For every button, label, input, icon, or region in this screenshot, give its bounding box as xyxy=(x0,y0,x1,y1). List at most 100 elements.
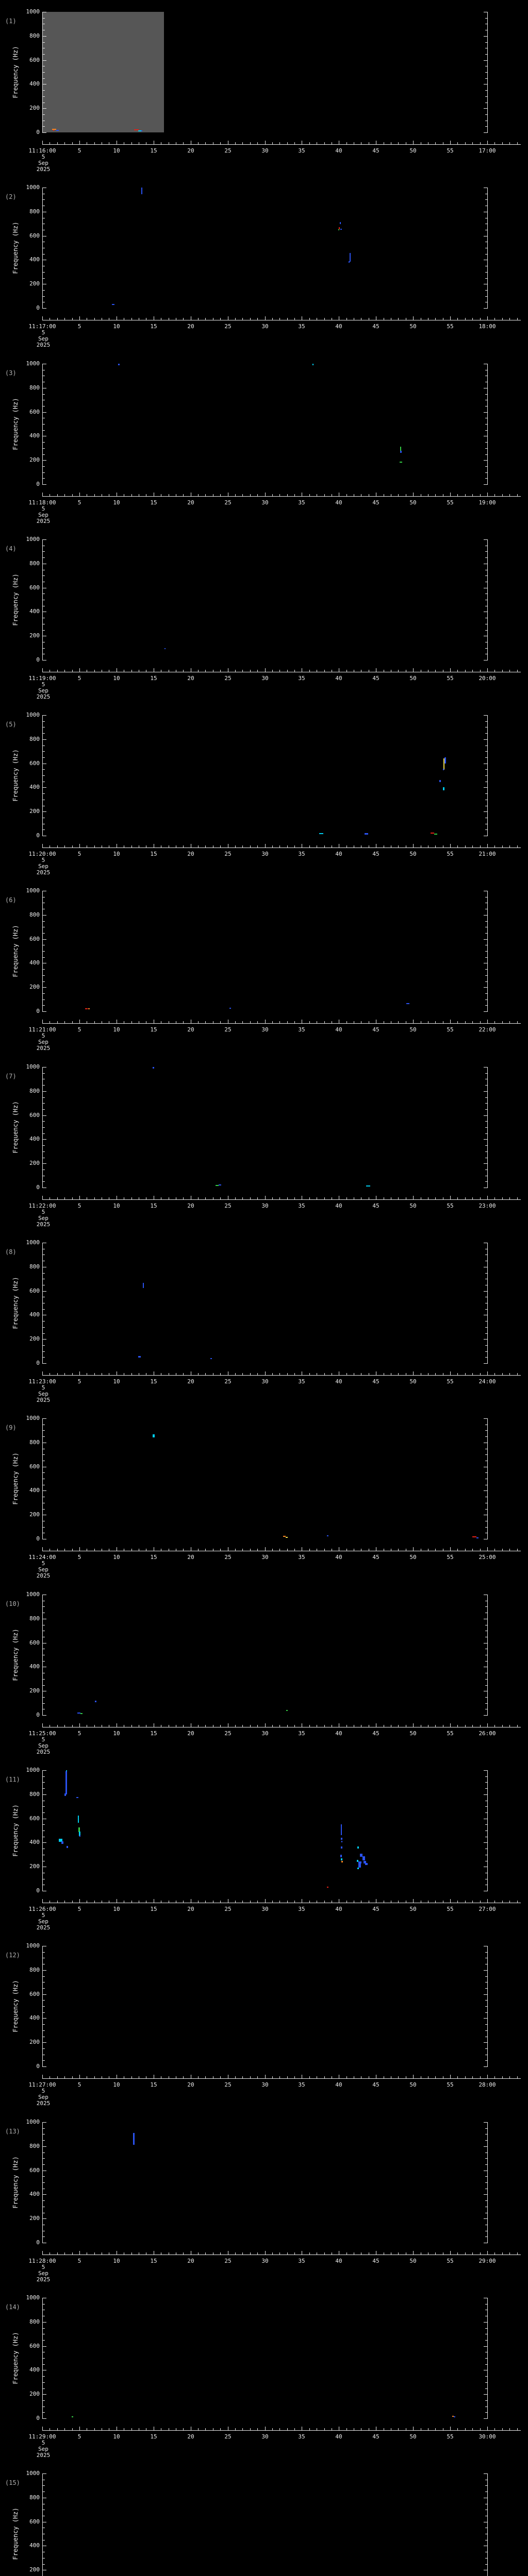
x-tick xyxy=(235,142,236,144)
y-tick xyxy=(43,1776,45,1777)
y-tick xyxy=(43,2322,46,2323)
y-tick xyxy=(43,2018,46,2019)
date-label: 2025 xyxy=(36,1749,51,1755)
x-tick xyxy=(509,318,510,320)
y-tick xyxy=(484,2473,487,2474)
x-tick xyxy=(94,2428,95,2430)
x-tick xyxy=(220,1021,221,1023)
y-tick-label: 400 xyxy=(29,2014,40,2021)
x-tick-label: 50 xyxy=(409,1554,417,1561)
y-tick xyxy=(43,1976,45,1977)
x-tick xyxy=(494,1725,495,1727)
y-tick-label: 600 xyxy=(29,409,40,415)
x-tick xyxy=(257,845,258,848)
x-tick-label: 20 xyxy=(187,1202,194,1209)
x-tick-label: 10 xyxy=(113,851,120,857)
y-tick xyxy=(43,466,45,467)
y-tick xyxy=(43,2218,46,2219)
y-tick xyxy=(485,999,487,1000)
x-tick xyxy=(294,2252,295,2255)
x-tick-label: 40 xyxy=(335,2258,342,2264)
x-tick-label: 10 xyxy=(113,2258,120,2264)
y-tick xyxy=(43,90,45,91)
x-tick xyxy=(235,670,236,672)
y-tick xyxy=(484,1091,487,1092)
y-tick xyxy=(484,36,487,37)
spectral-feature xyxy=(85,1008,88,1010)
x-axis-start-time-label: 11:19:00 xyxy=(28,675,56,682)
x-tick xyxy=(472,2076,473,2078)
y-tick-label: 0 xyxy=(36,1008,40,1014)
x-tick-label: 25 xyxy=(224,499,232,506)
x-tick xyxy=(272,845,273,848)
x-tick xyxy=(72,1725,73,1727)
y-axis-label: Frequency (Hz) xyxy=(12,2156,19,2209)
x-tick xyxy=(220,318,221,320)
y-tick xyxy=(43,1770,46,1771)
y-tick xyxy=(485,1703,487,1704)
y-tick-label: 600 xyxy=(29,2518,40,2525)
x-tick xyxy=(72,1549,73,1551)
x-tick xyxy=(287,2252,288,2255)
x-axis-start-time-label: 11:16:00 xyxy=(28,147,56,154)
y-tick-label: 200 xyxy=(29,2566,40,2573)
x-tick-label: 25 xyxy=(224,1730,232,1737)
y-tick xyxy=(485,1661,487,1662)
panel-index-label: (10) xyxy=(5,1600,20,1607)
y-tick xyxy=(485,2176,487,2177)
y-tick xyxy=(43,1011,46,1012)
x-tick-label: 35 xyxy=(298,2258,305,2264)
panel-index-label: (3) xyxy=(5,369,16,377)
x-tick-label: 55 xyxy=(447,675,454,682)
y-tick xyxy=(43,2006,45,2007)
y-tick xyxy=(43,1339,46,1340)
x-tick xyxy=(457,142,458,144)
x-tick xyxy=(346,2428,347,2430)
y-tick xyxy=(485,1103,487,1104)
x-tick xyxy=(205,1197,206,1199)
x-tick xyxy=(42,1020,43,1023)
x-axis-start-time-label: 11:20:00 xyxy=(28,851,56,857)
spectrogram-panel: (3) Frequency (Hz) 0 200 400 600 800 1000 5 10 15 2… xyxy=(0,352,528,528)
y-axis xyxy=(42,1243,43,1364)
x-tick xyxy=(250,318,251,320)
y-tick xyxy=(43,1824,45,1825)
spectral-feature xyxy=(78,1827,80,1833)
x-tick xyxy=(435,845,436,848)
x-tick xyxy=(64,670,65,672)
y-tick xyxy=(485,2406,487,2407)
x-tick-label: 25 xyxy=(224,1906,232,1912)
x-tick xyxy=(517,2252,518,2255)
y-tick-label: 1000 xyxy=(26,1591,40,1598)
y-tick xyxy=(43,2158,45,2159)
y-tick-label: 0 xyxy=(36,1360,40,1366)
x-tick-label: 25 xyxy=(224,2081,232,2088)
date-label: 5 xyxy=(41,2088,45,2094)
y-tick xyxy=(43,72,45,73)
y-tick xyxy=(43,1703,45,1704)
y-tick xyxy=(485,951,487,952)
y-tick xyxy=(43,2042,46,2043)
y-tick xyxy=(43,1679,45,1680)
x-tick xyxy=(487,668,488,672)
y-tick xyxy=(484,1794,487,1795)
y-tick xyxy=(485,272,487,273)
x-tick xyxy=(487,1547,488,1551)
spectrogram-panel: (13) Frequency (Hz) 0 200 400 600 800 1000 5 10 15… xyxy=(0,2110,528,2286)
spectral-feature xyxy=(327,1887,329,1888)
spectral-feature xyxy=(358,1861,362,1864)
x-tick-label: 35 xyxy=(298,2433,305,2440)
x-tick xyxy=(257,318,258,320)
x-tick xyxy=(457,2428,458,2430)
x-tick-label: 35 xyxy=(298,1554,305,1561)
y-tick-label: 400 xyxy=(29,784,40,790)
y-tick xyxy=(43,1697,45,1698)
y-tick-label: 0 xyxy=(36,2063,40,2070)
spectral-feature xyxy=(79,1831,80,1836)
y-tick xyxy=(484,1291,487,1292)
y-tick xyxy=(43,478,45,479)
y-tick xyxy=(43,430,45,431)
spectral-feature xyxy=(61,1841,63,1844)
y-tick xyxy=(485,114,487,115)
date-label: 5 xyxy=(41,1209,45,1215)
